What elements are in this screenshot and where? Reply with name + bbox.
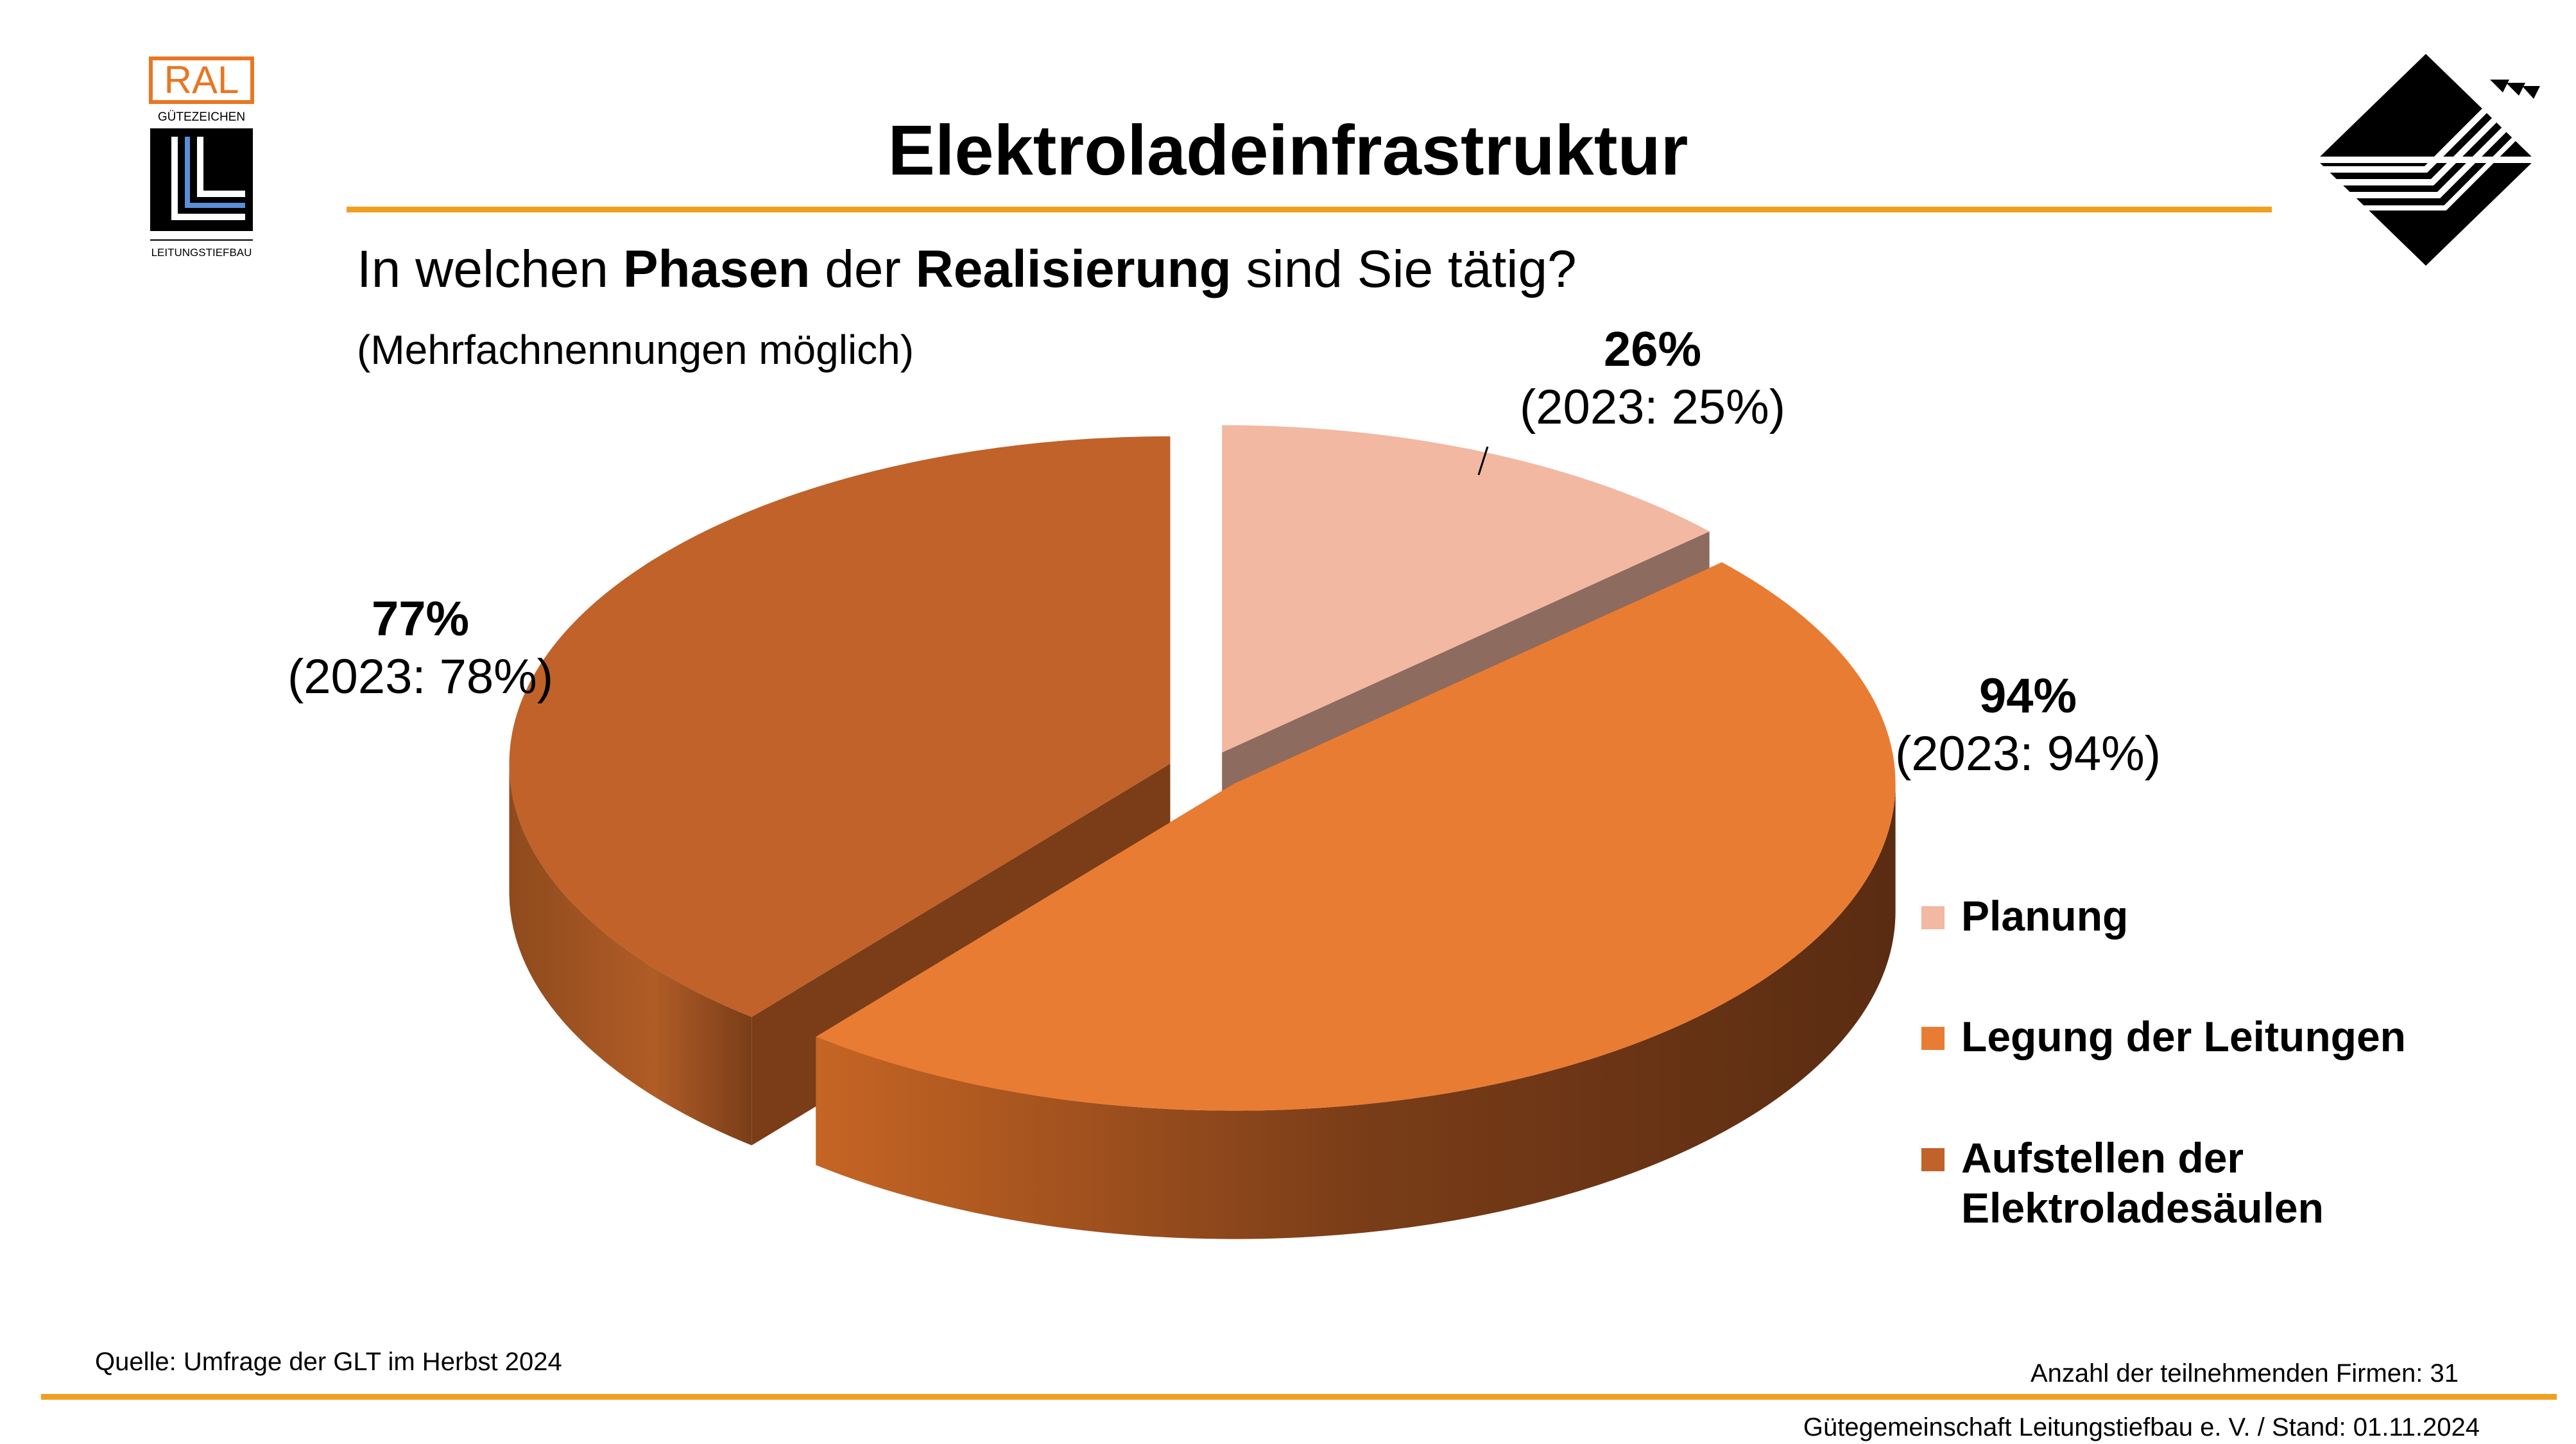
question-text-1: In welchen xyxy=(357,240,623,298)
data-label-legung-value: 94% xyxy=(1979,669,2077,723)
survey-question: In welchen Phasen der Realisierung sind … xyxy=(357,237,1577,302)
page-title: Elektroladeinfrastruktur xyxy=(888,111,1688,190)
source-note: Quelle: Umfrage der GLT im Herbst 2024 xyxy=(95,1348,562,1376)
footer-divider xyxy=(41,1394,2557,1400)
pie-side-aufstellen-0 xyxy=(509,763,752,1146)
legend-label-legung: Legung der Leitungen xyxy=(1961,1013,2406,1060)
pie-side-legung-0 xyxy=(816,783,1896,1239)
ral-subtitle-text: GÜTEZEICHEN xyxy=(158,110,245,124)
data-label-legung-previous: (2023: 94%) xyxy=(1894,726,2161,781)
ral-guetezeichen-logo: RAL GÜTEZEICHEN LEITUNGSTIEFBAU xyxy=(149,56,254,267)
data-label-planung-previous: (2023: 25%) xyxy=(1519,380,1786,434)
title-divider xyxy=(347,207,2272,212)
pie-slice-legung xyxy=(816,562,1896,1111)
legend-swatch-legung xyxy=(1921,1027,1945,1050)
legend-label-aufstellen-line1: Aufstellen der xyxy=(1961,1134,2244,1182)
guetegemeinschaft-logo xyxy=(2310,54,2541,266)
footer-organisation: Gütegemeinschaft Leitungstiefbau e. V. /… xyxy=(1803,1413,2480,1441)
data-label-legung: 94% (2023: 94%) xyxy=(1868,667,2188,783)
planung-leader-line xyxy=(1477,446,1489,476)
legend-swatch-planung xyxy=(1921,906,1945,929)
question-bold-phasen: Phasen xyxy=(623,240,811,298)
legend-swatch-aufstellen xyxy=(1921,1148,1945,1171)
multiple-answers-note: (Mehrfachnennungen möglich) xyxy=(357,327,914,373)
pie-slice-aufstellen xyxy=(509,436,1171,1017)
legend-label-aufstellen-line2: Elektroladesäulen xyxy=(1961,1184,2324,1232)
ral-brand-text: RAL xyxy=(164,58,239,101)
question-text-2: der xyxy=(810,240,916,298)
data-label-aufstellen-value: 77% xyxy=(371,592,470,646)
pie-slice-planung xyxy=(1222,425,1710,753)
data-label-aufstellen-previous: (2023: 78%) xyxy=(287,649,554,704)
legend-label-aufstellen: Aufstellen der Elektroladesäulen xyxy=(1961,1133,2324,1233)
question-text-3: sind Sie tätig? xyxy=(1231,240,1577,298)
participants-count: Anzahl der teilnehmenden Firmen: 31 xyxy=(2030,1359,2459,1388)
data-label-planung: 26% (2023: 25%) xyxy=(1502,321,1803,436)
legend-label-planung: Planung xyxy=(1961,892,2129,940)
data-label-aufstellen: 77% (2023: 78%) xyxy=(270,590,571,706)
data-label-planung-value: 26% xyxy=(1603,322,1702,377)
ral-caption-text: LEITUNGSTIEFBAU xyxy=(151,246,252,259)
question-bold-realisierung: Realisierung xyxy=(915,240,1232,298)
